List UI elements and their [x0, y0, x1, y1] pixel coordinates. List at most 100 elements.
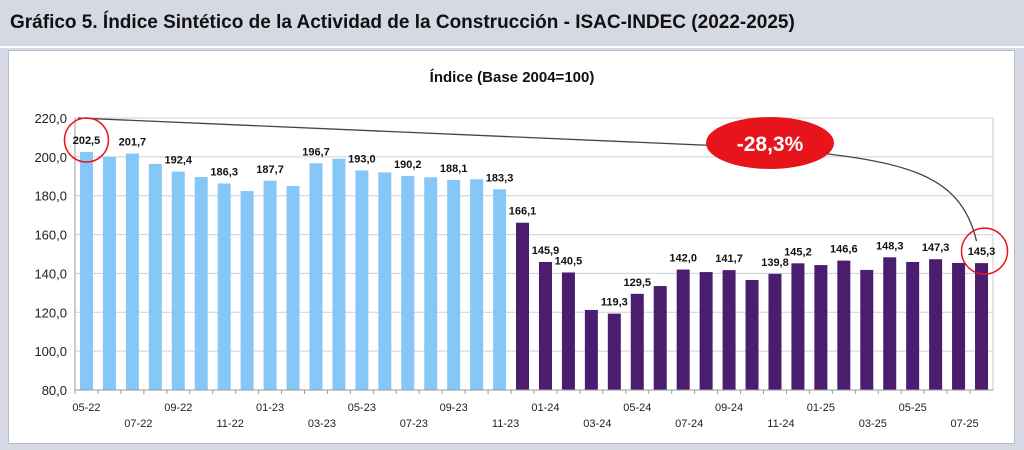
- bar: [791, 263, 805, 390]
- data-label: 193,0: [348, 153, 376, 165]
- data-label: 145,3: [968, 246, 996, 258]
- x-tick-label: 07-24: [675, 418, 703, 430]
- bar: [217, 183, 231, 390]
- x-tick-label: 03-25: [859, 418, 887, 430]
- bar: [837, 260, 851, 390]
- data-label: 119,3: [601, 297, 628, 309]
- bar: [286, 186, 300, 390]
- data-label: 141,7: [715, 253, 743, 265]
- bar: [79, 152, 93, 390]
- x-tick-label: 11-24: [767, 418, 794, 430]
- data-label: 196,7: [302, 146, 330, 158]
- x-tick-label: 05-24: [623, 402, 651, 414]
- x-tick-label: 07-22: [124, 418, 152, 430]
- x-tick-label: 05-22: [72, 402, 100, 414]
- data-label: 147,3: [922, 242, 950, 254]
- bar: [814, 265, 828, 390]
- bar: [263, 180, 277, 390]
- bar: [309, 163, 323, 390]
- header: Gráfico 5. Índice Sintético de la Activi…: [0, 0, 1024, 48]
- bar: [102, 156, 116, 390]
- data-label: 188,1: [440, 163, 468, 175]
- bar: [929, 259, 943, 390]
- bar: [194, 177, 208, 390]
- x-tick-label: 01-25: [807, 402, 835, 414]
- bar: [699, 272, 713, 390]
- bar: [447, 179, 461, 390]
- data-label: 142,0: [669, 253, 697, 265]
- y-tick-label: 160,0: [34, 228, 67, 243]
- bar: [401, 175, 415, 390]
- chart-title: Índice (Base 2004=100): [430, 69, 595, 86]
- y-tick-label: 220,0: [34, 111, 67, 126]
- x-tick-label: 09-22: [164, 402, 192, 414]
- x-tick-label: 05-23: [348, 402, 376, 414]
- bar: [952, 262, 966, 390]
- bar: [493, 189, 507, 390]
- trend-connector: [77, 117, 978, 242]
- y-tick-label: 140,0: [34, 266, 67, 281]
- y-tick-label: 200,0: [34, 150, 67, 165]
- bar: [516, 222, 530, 390]
- data-label: 148,3: [876, 240, 904, 252]
- highlight-circle-end: [960, 227, 1009, 275]
- bar: [424, 177, 438, 390]
- bar: [630, 293, 644, 390]
- x-tick-label: 01-23: [256, 402, 284, 414]
- y-tick-label: 180,0: [34, 189, 67, 204]
- bar: [860, 269, 874, 390]
- data-label: 129,5: [624, 277, 652, 289]
- header-title: Gráfico 5. Índice Sintético de la Activi…: [10, 12, 795, 33]
- x-tick-label: 11-22: [217, 418, 244, 430]
- bar: [653, 286, 667, 390]
- x-tick-label: 07-25: [951, 418, 979, 430]
- bar: [355, 170, 369, 390]
- bar: [975, 263, 989, 390]
- x-tick-label: 07-23: [400, 418, 428, 430]
- x-tick-label: 11-23: [492, 418, 519, 430]
- x-tick-label: 03-24: [583, 418, 611, 430]
- data-label: 139,8: [761, 257, 789, 269]
- bar: [607, 313, 621, 390]
- bar: [125, 153, 139, 390]
- bar: [332, 158, 346, 390]
- y-tick-label: 100,0: [34, 344, 67, 359]
- y-tick-label: 120,0: [34, 305, 67, 320]
- data-label: 146,6: [830, 244, 858, 256]
- bar: [584, 309, 598, 390]
- data-label: 201,7: [119, 137, 147, 149]
- x-tick-label: 03-23: [308, 418, 336, 430]
- bar: [240, 191, 254, 390]
- bar: [676, 269, 690, 390]
- highlight-circle-start: [63, 117, 110, 163]
- data-label: 187,7: [256, 164, 284, 176]
- x-tick-label: 01-24: [531, 402, 559, 414]
- data-label: 145,9: [532, 245, 560, 257]
- data-label: 140,5: [555, 255, 583, 267]
- bar: [722, 270, 736, 390]
- data-label: 202,5: [73, 135, 101, 147]
- x-tick-label: 09-24: [715, 402, 743, 414]
- bar: [538, 261, 552, 390]
- x-tick-label: 05-25: [899, 402, 927, 414]
- bar: [378, 172, 392, 390]
- x-tick-label: 09-23: [440, 402, 468, 414]
- data-label: 186,3: [210, 166, 238, 178]
- bar: [171, 171, 185, 390]
- data-label: 192,4: [165, 155, 193, 167]
- bar: [906, 261, 920, 390]
- change-badge-text: -28,3%: [737, 133, 804, 156]
- data-label: 183,3: [486, 172, 514, 184]
- bar: [470, 179, 484, 390]
- data-label: 166,1: [509, 206, 537, 218]
- data-label: 145,2: [784, 246, 812, 258]
- bar: [745, 280, 759, 390]
- bar: [561, 272, 575, 390]
- bar: [148, 163, 162, 390]
- bar: [768, 273, 782, 390]
- change-badge: [706, 117, 834, 169]
- bar: [883, 257, 897, 390]
- y-tick-label: 80,0: [42, 383, 67, 398]
- data-label: 190,2: [394, 159, 422, 171]
